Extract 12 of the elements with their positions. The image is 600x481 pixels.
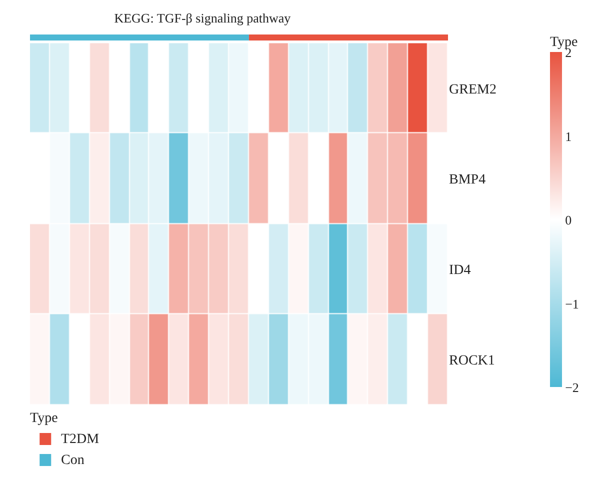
chart-title: KEGG: TGF-β signaling pathway [114,10,292,26]
y-tick-label: ID4 [449,263,471,278]
text: T2DM [61,432,100,447]
y-tick-label: GREM2 [449,82,496,98]
color-bar-label: −1 [565,296,579,312]
y-tick-label: BMP4 [449,172,486,188]
y-tick-label: ROCK1 [449,354,495,369]
color-bar-label: 0 [565,212,572,228]
legend-title: Type [30,411,58,426]
text: Con [61,453,84,468]
color-bar-label: −2 [565,380,579,396]
color-bar-label: 1 [565,128,572,144]
